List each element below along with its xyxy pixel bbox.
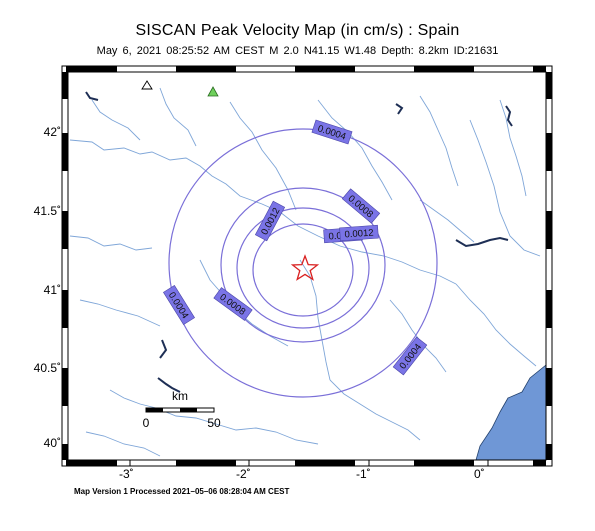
y-tick-label-42: 42˚ [43,125,61,139]
processing-footer: Map Version 1 Processed 2021–05–06 08:28… [74,487,290,496]
station-triangle-icon [141,80,153,90]
contour-0-0004 [168,128,438,398]
y-tick-label-40: 40˚ [43,436,61,450]
contour-0-0008 [220,187,386,343]
scale-bar-unit: km [172,389,188,403]
contour-label-7: 0.0004 [163,285,195,325]
contour-label-6: 0.0008 [213,287,253,321]
map-frame [61,65,553,467]
event-info-line: May 6, 2021 08:25:52 AM CEST M 2.0 N41.1… [96,45,499,57]
x-tick-label-minus-3: -3˚ [119,467,134,481]
contour-0-0016 [252,223,354,317]
y-tick-label-40-5: 40.5˚ [33,361,61,375]
scale-bar-start-label: 0 [143,416,150,430]
svg-text:0.0004: 0.0004 [316,123,347,142]
epicenter-star-icon [290,254,320,281]
scale-bar: km 0 50 [143,389,221,430]
mediterranean-sea [475,364,546,460]
major-rivers [85,91,513,393]
pgv-contours [168,128,438,398]
contour-label-1: 0.0004 [311,119,353,145]
contour-0-0012 [236,207,370,329]
contour-label-5: 0.0012 [339,224,379,242]
map-area: 0.0004 0.0008 0.0012 0.0016 0.0012 0.000… [69,80,546,460]
y-tick-label-41-5: 41.5˚ [33,204,61,218]
scale-bar-end-label: 50 [207,416,221,430]
rivers [69,87,541,457]
x-tick-label-minus-2: -2˚ [236,467,251,481]
svg-text:0.0012: 0.0012 [344,227,374,240]
y-tick-label-41: 41˚ [43,283,61,297]
contour-label-3: 0.0012 [254,200,286,242]
x-tick-label-minus-1: -1˚ [356,467,371,481]
x-tick-label-0: 0˚ [474,467,485,481]
map-title: SISCAN Peak Velocity Map (in cm/s) : Spa… [135,22,460,39]
station-green-triangle-icon [207,86,219,97]
contour-label-2: 0.0008 [341,188,381,224]
